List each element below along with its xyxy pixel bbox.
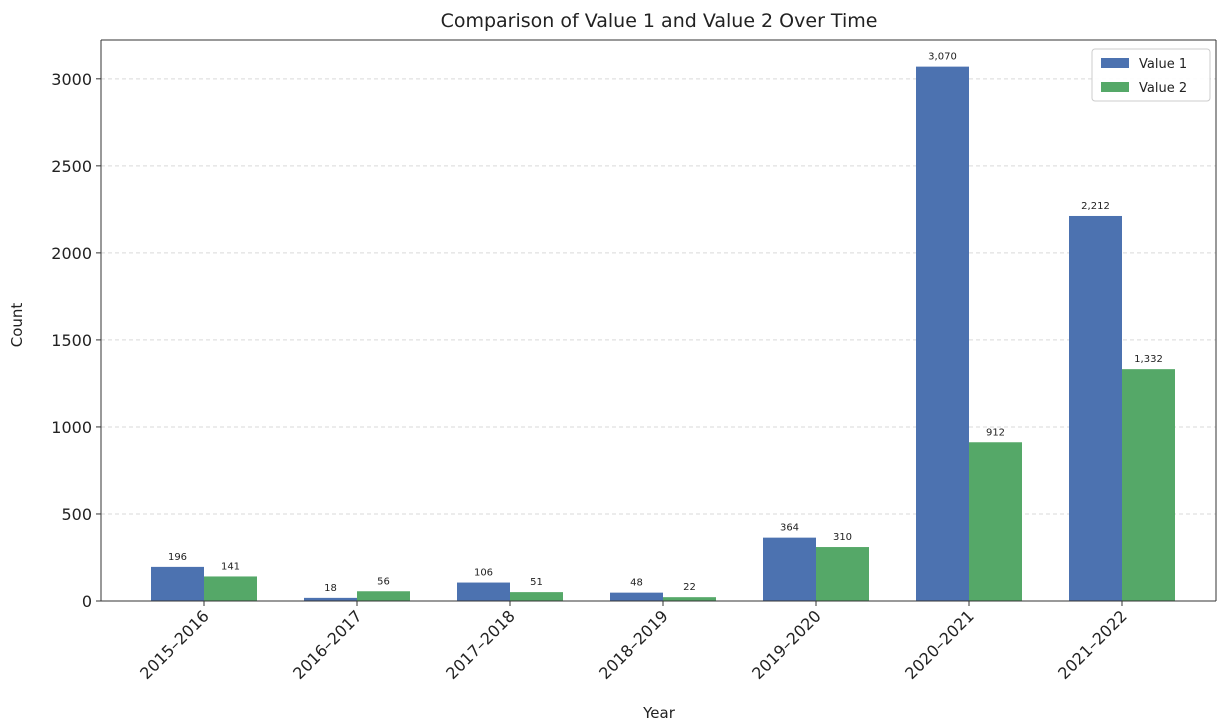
data-label: 310 xyxy=(833,532,852,543)
y-tick-label: 1000 xyxy=(51,418,92,437)
bar-value2 xyxy=(510,592,563,601)
y-tick-label: 2000 xyxy=(51,244,92,263)
data-label: 22 xyxy=(683,582,696,593)
chart-title: Comparison of Value 1 and Value 2 Over T… xyxy=(441,10,878,32)
data-labels: 196 18 106 48 364 3,070 2,212 141 56 51 22 310 912 1,… xyxy=(168,52,1163,594)
bar-value2 xyxy=(816,547,869,601)
legend-swatch xyxy=(1101,58,1129,68)
x-tick-label: 2015–2016 xyxy=(136,606,213,683)
data-label: 141 xyxy=(221,561,240,572)
bars xyxy=(151,66,1175,601)
data-label: 3,070 xyxy=(928,52,957,63)
y-tick-label: 1500 xyxy=(51,331,92,350)
bar-value2 xyxy=(357,591,410,601)
y-tick-label: 3000 xyxy=(51,70,92,89)
data-label: 56 xyxy=(377,576,390,587)
legend-swatch xyxy=(1101,82,1129,92)
data-label: 2,212 xyxy=(1081,201,1110,212)
legend: Value 1 Value 2 xyxy=(1091,48,1211,102)
bar-value1 xyxy=(763,537,816,601)
data-label: 196 xyxy=(168,552,187,563)
bar-value2 xyxy=(969,442,1022,601)
data-label: 364 xyxy=(780,523,799,534)
bar-value2 xyxy=(204,576,257,601)
data-label: 18 xyxy=(324,583,337,594)
legend-label: Value 2 xyxy=(1139,81,1187,96)
data-label: 106 xyxy=(474,568,493,579)
y-axis-label: Count xyxy=(8,303,26,348)
x-axis-label: Year xyxy=(642,704,676,722)
y-tick-label: 500 xyxy=(61,505,92,524)
x-tick-label: 2017–2018 xyxy=(442,606,519,683)
bar-value2 xyxy=(1122,369,1175,601)
data-label: 51 xyxy=(530,577,543,588)
bar-value2 xyxy=(663,597,716,601)
data-label: 48 xyxy=(630,578,643,589)
y-axis-ticks: 0 500 1000 1500 2000 2500 3000 xyxy=(51,70,101,611)
bar-value1 xyxy=(304,597,357,601)
x-tick-label: 2021–2022 xyxy=(1054,606,1131,683)
x-axis-ticks: 2015–2016 2016–2017 2017–2018 2018–2019 2019… xyxy=(136,601,1131,683)
y-tick-label: 0 xyxy=(82,592,92,611)
data-label: 1,332 xyxy=(1134,354,1163,365)
gridlines xyxy=(101,78,1216,515)
bar-value1 xyxy=(610,592,663,601)
x-tick-label: 2018–2019 xyxy=(595,606,672,683)
bar-value1 xyxy=(916,66,969,601)
data-label: 912 xyxy=(986,427,1005,438)
x-tick-label: 2019–2020 xyxy=(748,606,825,683)
y-tick-label: 2500 xyxy=(51,157,92,176)
bar-value1 xyxy=(457,582,510,601)
x-tick-label: 2016–2017 xyxy=(289,606,366,683)
x-tick-label: 2020–2021 xyxy=(901,606,978,683)
bar-value1 xyxy=(1069,215,1122,601)
bar-value1 xyxy=(151,566,204,601)
legend-label: Value 1 xyxy=(1139,57,1187,72)
